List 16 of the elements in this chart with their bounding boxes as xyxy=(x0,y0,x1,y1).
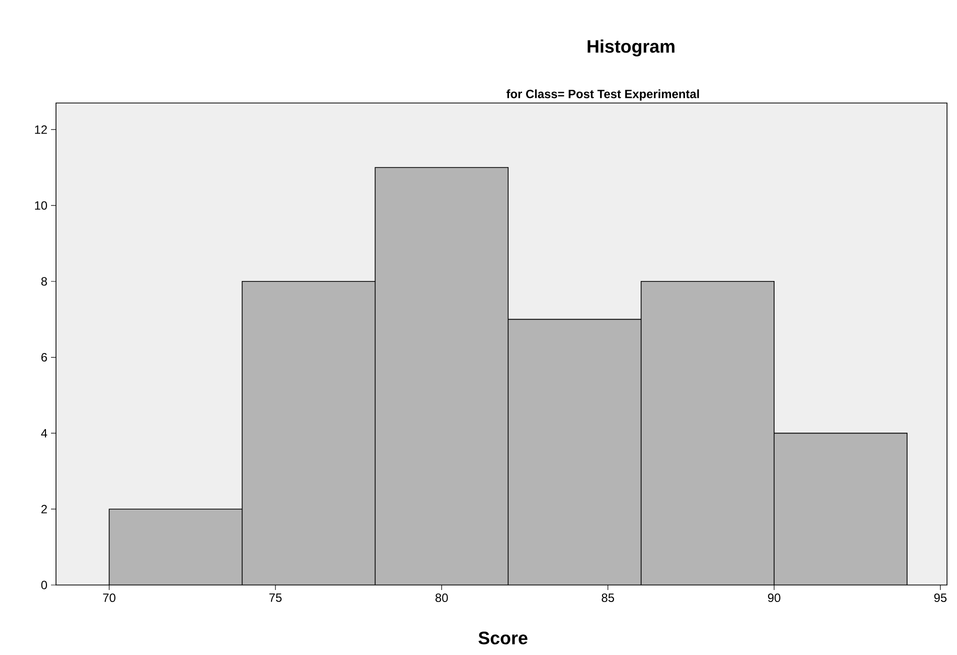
x-tick-label: 90 xyxy=(768,594,780,602)
x-tick-label: 85 xyxy=(602,594,614,602)
y-tick-label: 12 xyxy=(35,125,47,134)
y-tick-label: 0 xyxy=(41,580,48,590)
y-tick-label: 6 xyxy=(41,353,47,362)
chart-subtitle: for Class= Post Test Experimental xyxy=(506,89,699,101)
y-tick-label: 4 xyxy=(41,429,48,438)
chart-title: Histogram xyxy=(588,40,674,56)
x-axis-title: Score xyxy=(478,632,528,644)
x-tick-label: 75 xyxy=(269,594,282,602)
x-tick-label: 95 xyxy=(934,594,947,602)
x-tick-label: 70 xyxy=(103,594,116,602)
y-tick-label: 8 xyxy=(41,277,47,286)
y-tick-label: 2 xyxy=(41,504,47,514)
x-tick-label: 80 xyxy=(436,594,448,602)
y-tick-label: 10 xyxy=(35,201,48,210)
